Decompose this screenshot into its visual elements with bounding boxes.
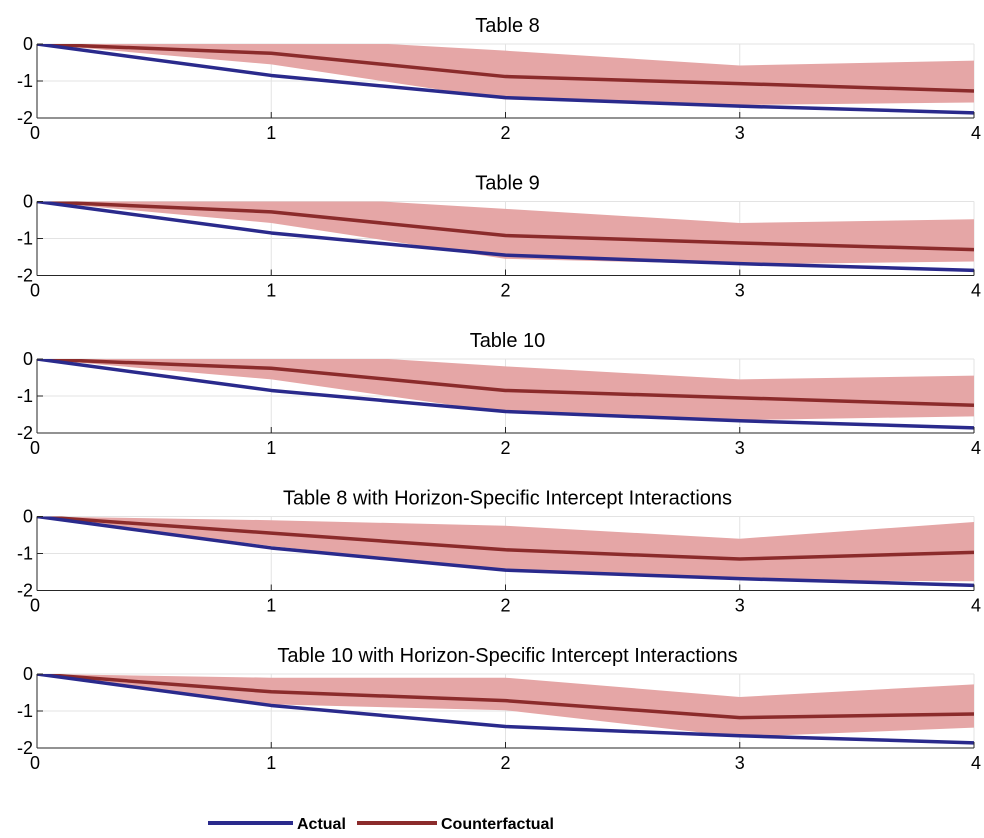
panel-title: Table 10 with Horizon-Specific Intercept…: [277, 645, 737, 667]
actual-line: [37, 359, 974, 430]
x-tick-label: 1: [266, 596, 276, 616]
y-tick-label: -2: [17, 581, 33, 601]
x-tick-label: 4: [971, 596, 981, 616]
legend-label: Actual: [297, 816, 346, 833]
x-tick-label: 3: [735, 753, 745, 773]
y-tick-label: -1: [17, 544, 33, 564]
legend: Actual Counterfactual: [208, 816, 554, 833]
x-tick-label: 3: [735, 123, 745, 143]
x-tick-label: 0: [30, 753, 40, 773]
y-tick-label: -1: [17, 71, 33, 91]
y-tick-label: 0: [23, 34, 33, 54]
legend-item-counterfactual: Counterfactual: [357, 816, 554, 833]
x-tick-label: 2: [500, 281, 510, 301]
x-tick-label: 1: [266, 123, 276, 143]
x-tick-label: 3: [735, 438, 745, 458]
x-tick-label: 0: [30, 281, 40, 301]
plot-data: [37, 44, 974, 115]
legend-label: Counterfactual: [441, 816, 554, 833]
y-tick-label: -2: [17, 108, 33, 128]
x-tick-label: 0: [30, 596, 40, 616]
x-tick-label: 0: [30, 123, 40, 143]
x-tick-label: 2: [500, 596, 510, 616]
x-tick-label: 1: [266, 438, 276, 458]
panel-title: Table 9: [475, 173, 540, 195]
y-tick-label: -2: [17, 738, 33, 758]
x-tick-label: 4: [971, 281, 981, 301]
x-tick-label: 3: [735, 596, 745, 616]
plot-data: [37, 359, 974, 430]
y-tick-label: -2: [17, 423, 33, 443]
counterfactual-line: [37, 44, 974, 93]
x-tick-label: 3: [735, 281, 745, 301]
x-tick-label: 4: [971, 753, 981, 773]
y-tick-label: -2: [17, 266, 33, 286]
x-tick-label: 1: [266, 281, 276, 301]
actual-line: [37, 674, 974, 745]
y-tick-label: -1: [17, 386, 33, 406]
counterfactual-band: [37, 201, 974, 265]
counterfactual-line: [37, 359, 974, 407]
y-tick-label: 0: [23, 192, 33, 212]
counterfactual-band: [37, 44, 974, 106]
actual-line: [37, 201, 974, 273]
panel-title: Table 10: [470, 330, 546, 352]
x-tick-label: 1: [266, 753, 276, 773]
panel-title: Table 8: [475, 15, 540, 37]
counterfactual-line: [37, 201, 974, 252]
counterfactual-band: [37, 674, 974, 737]
x-tick-label: 0: [30, 438, 40, 458]
y-tick-label: 0: [23, 349, 33, 369]
y-tick-label: -1: [17, 701, 33, 721]
x-tick-label: 4: [971, 123, 981, 143]
counterfactual-line: [37, 674, 974, 720]
actual-line: [37, 44, 974, 115]
x-tick-label: 2: [500, 753, 510, 773]
panel-title: Table 8 with Horizon-Specific Intercept …: [283, 488, 732, 510]
plot-data: [37, 201, 974, 273]
counterfactual-line: [37, 516, 974, 561]
y-tick-label: 0: [23, 664, 33, 684]
x-tick-label: 4: [971, 438, 981, 458]
plot-data: [37, 674, 974, 745]
actual-line: [37, 516, 974, 588]
plot-data: [37, 516, 974, 588]
legend-item-actual: Actual: [208, 816, 346, 833]
x-tick-label: 2: [500, 438, 510, 458]
x-tick-label: 2: [500, 123, 510, 143]
y-tick-label: -1: [17, 229, 33, 249]
y-tick-label: 0: [23, 507, 33, 527]
